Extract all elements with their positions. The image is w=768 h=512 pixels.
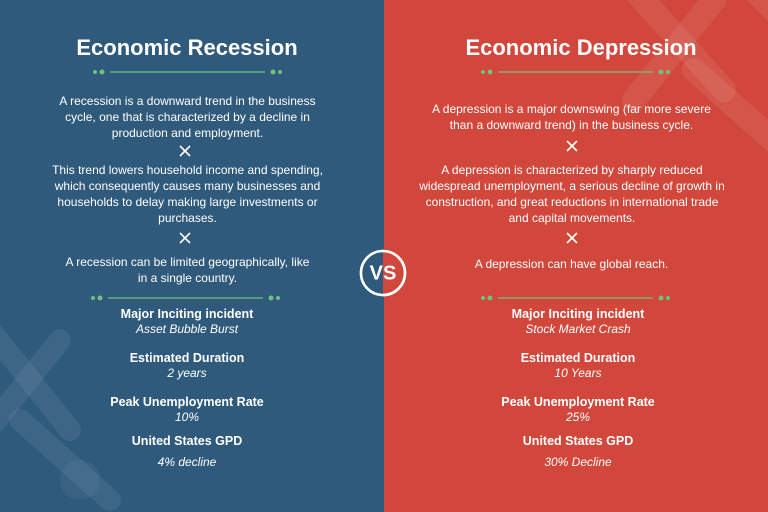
- paragraph: A depression is characterized by sharply…: [419, 163, 725, 225]
- stat-value: 10 Years: [554, 366, 602, 380]
- icon: [566, 140, 578, 152]
- paragraph: A depression can have global reach.: [474, 257, 669, 271]
- stat-label: Estimated Duration: [129, 351, 245, 365]
- stat-value: Stock Market Crash: [525, 322, 631, 336]
- stat-label: Peak Unemployment Rate: [501, 395, 655, 409]
- paragraph: A recession can be limited geographicall…: [65, 255, 310, 285]
- stat: Estimated Duration 2 years: [67, 351, 307, 381]
- depression-panel: Economic Depression A depression is a ma…: [384, 0, 768, 512]
- panel-title: Economic Depression: [465, 35, 697, 60]
- panel-title: Economic Recession: [76, 35, 298, 60]
- divider: [91, 295, 280, 301]
- stat-label: Major Inciting incident: [511, 307, 645, 321]
- paragraph: This trend lowers household income and s…: [52, 163, 323, 225]
- background-decoration: [622, 0, 768, 152]
- stat-value: 30% Decline: [544, 455, 612, 469]
- background-decoration: [0, 324, 121, 511]
- stat-label: Major Inciting incident: [120, 307, 254, 321]
- vs-text: VS: [370, 262, 397, 284]
- stat: Major Inciting incident Asset Bubble Burs…: [67, 307, 307, 337]
- vs-badge: VS: [359, 249, 407, 297]
- stat-label: United States GPD: [522, 434, 634, 448]
- stat: Peak Unemployment Rate 25%: [458, 395, 698, 425]
- stat: Peak Unemployment Rate 10%: [67, 395, 307, 425]
- stat-value: 2 years: [167, 366, 207, 380]
- stat-label: Estimated Duration: [520, 351, 636, 365]
- stat: Major Inciting incident Stock Market Cras…: [458, 307, 698, 337]
- icon: [179, 232, 191, 244]
- stat-value: 25%: [565, 410, 591, 424]
- stat: Estimated Duration 10 Years: [458, 351, 698, 381]
- stat-label: Peak Unemployment Rate: [110, 395, 264, 409]
- icon: [566, 232, 578, 244]
- divider: [93, 69, 282, 75]
- stat-label: United States GPD: [131, 434, 243, 448]
- stat-value: 4% decline: [157, 455, 217, 469]
- divider: [481, 295, 670, 301]
- stat: United States GPD 4% decline: [67, 434, 307, 470]
- stat-value: 10%: [174, 410, 200, 424]
- stat-value: Asset Bubble Burst: [135, 322, 239, 336]
- paragraph: A depression is a major downswing (far m…: [432, 102, 711, 132]
- icon: [179, 145, 191, 157]
- paragraph: A recession is a downward trend in the b…: [59, 94, 316, 140]
- stat: United States GPD 30% Decline: [458, 434, 698, 470]
- recession-panel: Economic Recession A recession is a down…: [0, 0, 384, 512]
- divider: [481, 69, 670, 75]
